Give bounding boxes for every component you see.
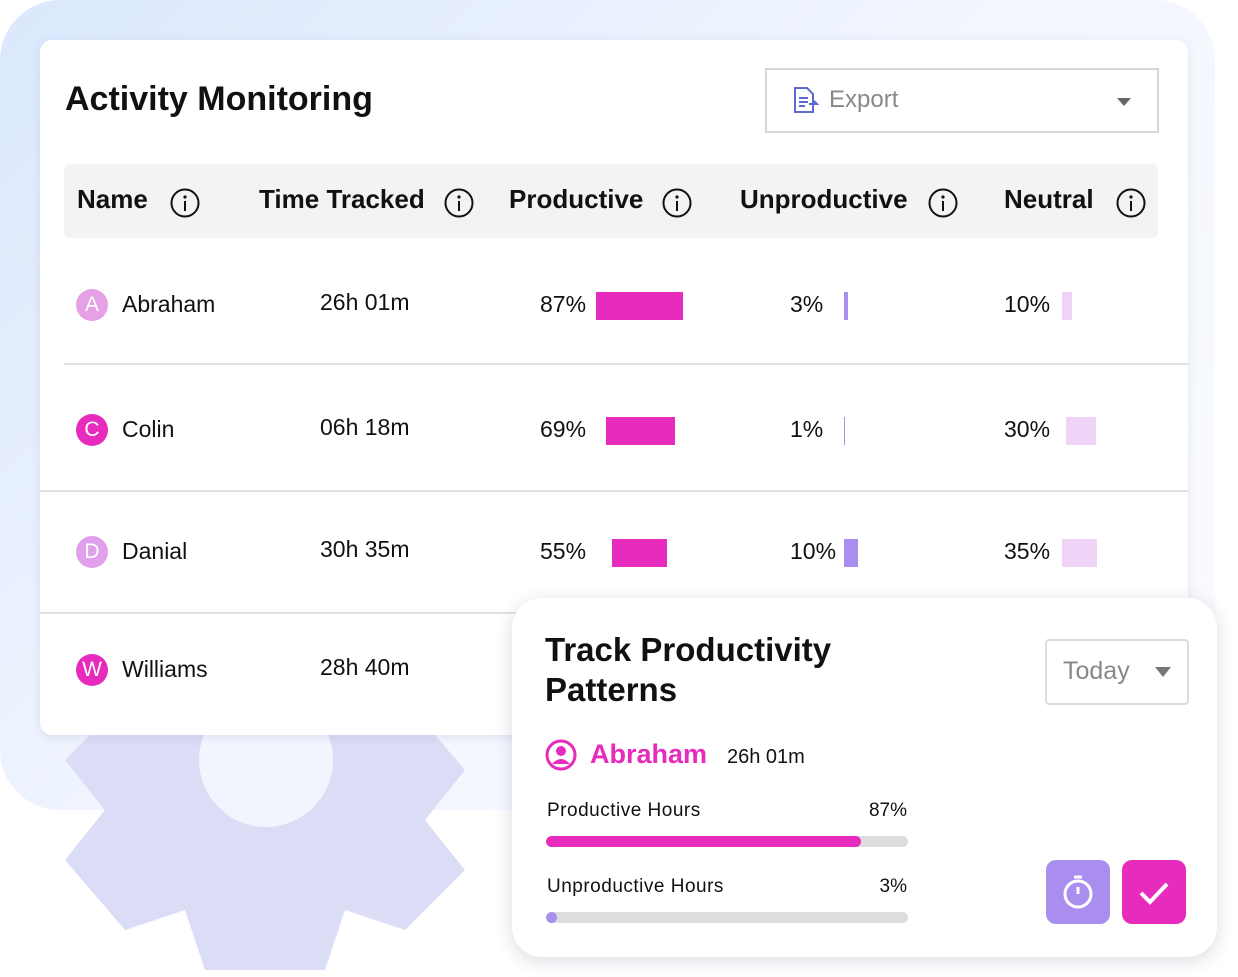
- user-time: 26h 01m: [727, 746, 805, 768]
- avatar: D: [76, 536, 108, 568]
- caret: [1117, 98, 1131, 106]
- row-separator: [64, 363, 1188, 365]
- neutral-bar: [1062, 292, 1072, 320]
- unproductive-percent: 1%: [790, 416, 824, 442]
- unproductive-bar: [844, 292, 849, 320]
- metric-bar: [546, 912, 557, 923]
- metric-name: Unproductive Hours: [547, 876, 724, 897]
- info-icon[interactable]: [927, 187, 959, 219]
- column-header: Time Tracked: [259, 184, 425, 214]
- info-icon[interactable]: [661, 187, 693, 219]
- user-icon: [545, 739, 577, 771]
- neutral-bar: [1066, 417, 1096, 445]
- avatar: W: [76, 654, 108, 686]
- title: Activity Monitoring: [65, 80, 373, 118]
- neutral-percent: 10%: [1004, 291, 1051, 317]
- time-tracked: 28h 40m: [320, 654, 410, 680]
- period-label: Today: [1063, 657, 1130, 685]
- info-icon[interactable]: [169, 187, 201, 219]
- doc-icon: [794, 87, 819, 113]
- timer-button[interactable]: [1046, 860, 1110, 924]
- productive-bar: [596, 292, 683, 320]
- avatar: C: [76, 414, 108, 446]
- productive-percent: 55%: [540, 538, 587, 564]
- export-label: Export: [829, 86, 899, 113]
- caret: [1155, 667, 1171, 677]
- unproductive-bar: [844, 539, 858, 567]
- period-dropdown[interactable]: Today: [1045, 639, 1189, 705]
- productive-bar: [606, 417, 675, 445]
- time-tracked: 06h 18m: [320, 414, 410, 440]
- column-header: Name: [77, 184, 148, 214]
- row-separator: [40, 490, 1188, 492]
- table-header: [64, 164, 1158, 238]
- neutral-percent: 30%: [1004, 416, 1051, 442]
- neutral-percent: 35%: [1004, 538, 1051, 564]
- user-name: Abraham: [590, 739, 708, 769]
- metric-name: Productive Hours: [547, 800, 701, 821]
- unproductive-percent: 10%: [790, 538, 837, 564]
- column-header: Productive: [509, 184, 644, 214]
- unproductive-bar: [844, 417, 846, 445]
- metric-percent: 3%: [879, 876, 907, 897]
- user-name: Colin: [122, 416, 175, 442]
- metric-track: [546, 836, 908, 847]
- neutral-bar: [1062, 539, 1097, 567]
- user-name: Danial: [122, 538, 188, 564]
- info-icon[interactable]: [1115, 187, 1147, 219]
- user-name: Williams: [122, 656, 208, 682]
- check-icon: [1139, 882, 1169, 905]
- unproductive-percent: 3%: [790, 291, 824, 317]
- info-icon[interactable]: [443, 187, 475, 219]
- time-tracked: 30h 35m: [320, 536, 410, 562]
- column-header: Neutral: [1004, 184, 1094, 214]
- productive-bar: [612, 539, 667, 567]
- user-name: Abraham: [122, 291, 216, 317]
- export-dropdown[interactable]: Export: [765, 68, 1159, 133]
- stopwatch-icon: [1063, 875, 1093, 909]
- metric-track: [546, 912, 908, 923]
- metric-bar: [546, 836, 861, 847]
- time-tracked: 26h 01m: [320, 289, 410, 315]
- avatar: A: [76, 289, 108, 321]
- column-header: Unproductive: [740, 184, 908, 214]
- productive-percent: 87%: [540, 291, 587, 317]
- check-button[interactable]: [1122, 860, 1186, 924]
- metric-percent: 87%: [868, 800, 907, 821]
- productive-percent: 69%: [540, 416, 587, 442]
- card-title: Track Productivity Patterns: [545, 631, 832, 708]
